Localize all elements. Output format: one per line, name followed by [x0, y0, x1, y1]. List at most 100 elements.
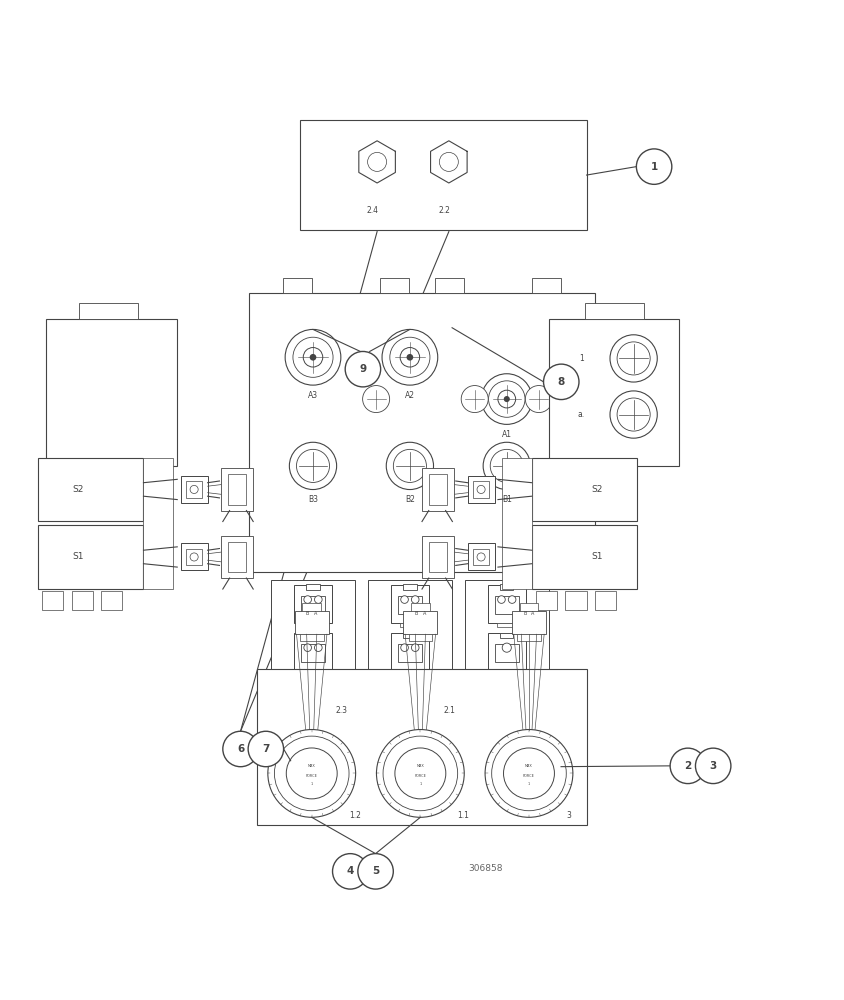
Bar [435, 278, 464, 293]
Bar [38, 525, 143, 589]
Bar [295, 611, 328, 634]
Text: MAX: MAX [308, 764, 316, 768]
Circle shape [315, 644, 322, 651]
Text: 3: 3 [710, 761, 717, 771]
Bar [520, 603, 538, 611]
Circle shape [636, 149, 672, 184]
Circle shape [670, 748, 706, 784]
Circle shape [358, 854, 393, 889]
Circle shape [477, 553, 485, 561]
Bar [181, 543, 208, 570]
Bar [391, 633, 429, 671]
Circle shape [401, 596, 408, 603]
Bar [488, 633, 526, 671]
Text: 4: 4 [347, 866, 354, 876]
Bar [221, 536, 253, 578]
Text: MAX: MAX [525, 764, 533, 768]
Bar [411, 603, 430, 611]
Text: 2.2: 2.2 [439, 206, 451, 215]
Text: 1: 1 [528, 782, 530, 786]
Text: 1: 1 [419, 782, 421, 786]
Text: S2: S2 [73, 485, 84, 494]
Bar [301, 644, 325, 662]
Bar [380, 278, 409, 293]
Bar [400, 623, 419, 627]
Text: 1: 1 [651, 162, 657, 172]
Bar [488, 585, 526, 623]
Bar [181, 476, 208, 503]
Bar [38, 458, 143, 521]
Bar [186, 549, 203, 565]
Bar [304, 623, 322, 627]
Text: A: A [314, 611, 317, 616]
Circle shape [395, 748, 446, 799]
Text: B: B [306, 611, 310, 616]
Bar [400, 671, 419, 676]
Bar [303, 694, 323, 704]
Bar [42, 591, 63, 610]
Circle shape [363, 386, 390, 413]
Bar [283, 278, 312, 293]
Bar [403, 584, 417, 590]
Bar [408, 634, 432, 641]
Text: S2: S2 [592, 485, 603, 494]
Circle shape [376, 730, 464, 817]
Bar [536, 591, 557, 610]
Circle shape [498, 596, 506, 603]
Bar [398, 644, 422, 662]
Bar [400, 694, 420, 704]
Circle shape [617, 342, 650, 375]
Bar [517, 634, 541, 641]
Bar [429, 542, 447, 572]
Bar [512, 611, 546, 634]
Bar [532, 278, 561, 293]
Bar [300, 634, 323, 641]
Bar [495, 596, 518, 614]
Circle shape [268, 730, 355, 817]
Circle shape [393, 449, 426, 482]
Bar [403, 611, 437, 634]
Text: A2: A2 [405, 391, 415, 400]
Text: a.: a. [578, 410, 585, 419]
Circle shape [490, 449, 523, 482]
Circle shape [483, 442, 530, 490]
Circle shape [407, 354, 414, 361]
Circle shape [461, 386, 488, 413]
Circle shape [492, 736, 566, 811]
Circle shape [610, 335, 657, 382]
Bar [532, 458, 637, 521]
Bar [301, 596, 325, 614]
Bar [502, 458, 532, 589]
Circle shape [303, 348, 322, 367]
Bar [186, 481, 203, 498]
Bar [422, 536, 454, 578]
Circle shape [525, 386, 552, 413]
Circle shape [285, 329, 341, 385]
Circle shape [390, 337, 430, 377]
Circle shape [485, 730, 573, 817]
Text: A3: A3 [308, 391, 318, 400]
Circle shape [481, 374, 532, 424]
Bar [500, 584, 513, 590]
Bar [422, 468, 454, 511]
Bar [304, 671, 322, 676]
Bar [496, 694, 517, 704]
Text: FORCE: FORCE [523, 774, 535, 778]
Text: 5: 5 [372, 866, 379, 876]
Bar [468, 543, 495, 570]
Text: A1: A1 [502, 430, 511, 439]
Circle shape [333, 854, 368, 889]
Circle shape [345, 351, 381, 387]
Text: 6: 6 [237, 744, 244, 754]
Bar [143, 458, 173, 589]
Text: B: B [523, 611, 527, 616]
Text: S1: S1 [73, 552, 84, 561]
Text: B3: B3 [308, 495, 318, 504]
Circle shape [190, 485, 198, 494]
Bar [495, 644, 518, 662]
Bar [72, 591, 93, 610]
Text: 2.4: 2.4 [367, 206, 379, 215]
Bar [585, 303, 644, 319]
Bar [79, 303, 138, 319]
Circle shape [502, 643, 511, 652]
